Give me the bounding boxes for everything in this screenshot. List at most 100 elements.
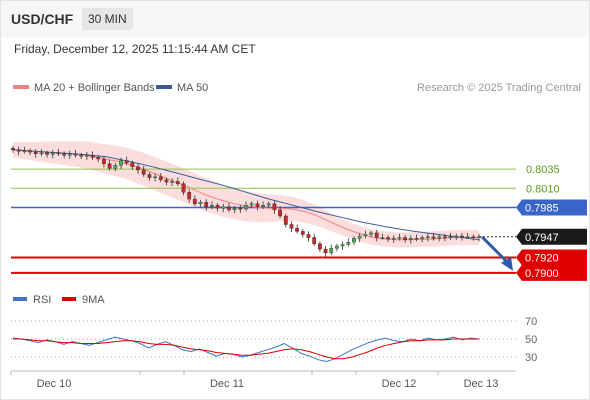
candle-body [226, 206, 231, 211]
candle-body [170, 181, 174, 183]
candle-body [130, 162, 135, 167]
candle-body [204, 201, 209, 207]
candle-body [403, 237, 407, 240]
ma50-legend-swatch [156, 85, 172, 89]
symbol-title: USD/CHF [11, 11, 74, 27]
candle-body [477, 236, 481, 239]
price-level-tag [516, 199, 587, 216]
candle-body [67, 153, 72, 156]
bollinger-band-area [13, 141, 479, 248]
candle-body [232, 208, 237, 211]
candle-body [16, 149, 21, 152]
candle-body [164, 179, 169, 183]
candle-body [221, 206, 226, 209]
candle-body [175, 181, 180, 184]
candle-body [244, 204, 248, 210]
candle-body [278, 209, 282, 217]
ma50-line [12, 149, 480, 241]
timeframe-button[interactable]: 30 MIN [82, 8, 133, 30]
candle-body [312, 237, 317, 244]
candle-body [181, 183, 186, 193]
candle-body [96, 157, 101, 160]
price-level-tag [516, 264, 587, 281]
candle-body [45, 152, 50, 155]
rsi-ma-line [13, 338, 479, 360]
x-axis-label: Dec 13 [464, 378, 499, 390]
chart-timestamp: Friday, December 12, 2025 11:15:44 AM CE… [14, 42, 256, 56]
ma50-legend-label: MA 50 [177, 82, 208, 94]
candle-body [437, 236, 442, 239]
candle-body [28, 150, 32, 153]
candle-body [62, 153, 67, 156]
rsi-legend-label: RSI [33, 294, 51, 306]
price-level-label: 0.8010 [526, 183, 560, 195]
bollinger-bands [13, 141, 479, 248]
candle-body [443, 236, 447, 239]
candle-body [101, 158, 106, 164]
candle-body [346, 241, 351, 245]
candle-body [119, 160, 123, 166]
candlesticks [11, 146, 481, 257]
candle-body [340, 244, 345, 247]
candle-body [369, 232, 373, 235]
chart-header: USD/CHF 30 MIN [1, 1, 589, 37]
candle-body [39, 152, 44, 155]
rsi-ma-legend-label: 9MA [82, 294, 105, 306]
candle-body [465, 236, 470, 239]
rsi-legend-swatch [13, 297, 27, 301]
candle-body [431, 236, 436, 239]
candle-body [209, 204, 214, 207]
candle-body [374, 232, 379, 238]
candle-body [335, 245, 339, 249]
candle-body [84, 154, 89, 157]
rsi-tick-label: 30 [525, 352, 537, 364]
candle-body [90, 154, 95, 158]
price-level-label: 0.8035 [526, 164, 560, 176]
candle-body [255, 203, 260, 207]
candle-body [272, 203, 277, 211]
candle-body [192, 198, 197, 204]
candle-body [306, 234, 311, 238]
candle-body [33, 151, 38, 154]
candle-body [215, 204, 220, 209]
candle-body [56, 152, 61, 155]
candle-body [391, 238, 396, 240]
candle-body [420, 237, 425, 240]
candle-body [318, 243, 322, 250]
candle-body [261, 204, 265, 207]
candle-body [471, 236, 476, 239]
candle-body [79, 154, 84, 157]
x-axis-label: Dec 11 [210, 378, 244, 390]
candle-body [357, 235, 362, 239]
candle-body [198, 201, 203, 204]
candle-body [289, 224, 294, 229]
price-level-tag [516, 249, 587, 266]
price-level-labels: 0.8035 0.8010 0.7985 0.7947 0.7920 0.7900 [516, 164, 587, 281]
rsi-tick-label: 50 [525, 334, 537, 346]
candle-body [124, 160, 129, 164]
candle-body [408, 238, 413, 241]
candle-body [283, 215, 288, 225]
candle-body [460, 235, 464, 238]
x-axis-label: Dec 10 [37, 378, 72, 390]
copyright-label: Research © 2025 Trading Central [417, 82, 581, 94]
x-axis: Dec 10 Dec 11 Dec 12 Dec 13 [10, 371, 499, 390]
x-axis-label: Dec 12 [382, 378, 417, 390]
candle-body [363, 234, 368, 237]
ma20-legend-swatch [13, 85, 29, 89]
ma20-legend-label: MA 20 + Bollinger Bands [34, 82, 155, 94]
price-levels [11, 168, 516, 274]
candle-body [141, 169, 146, 175]
candle-body [454, 235, 459, 238]
candle-body [136, 166, 140, 171]
candle-body [448, 236, 453, 239]
candle-body [50, 152, 55, 155]
candle-body [113, 164, 118, 169]
price-level-label: 0.7900 [525, 268, 559, 280]
projection-arrow-shaft [480, 235, 512, 266]
projection-arrow-head [501, 256, 513, 271]
candle-body [352, 238, 356, 243]
candle-body [73, 153, 78, 156]
